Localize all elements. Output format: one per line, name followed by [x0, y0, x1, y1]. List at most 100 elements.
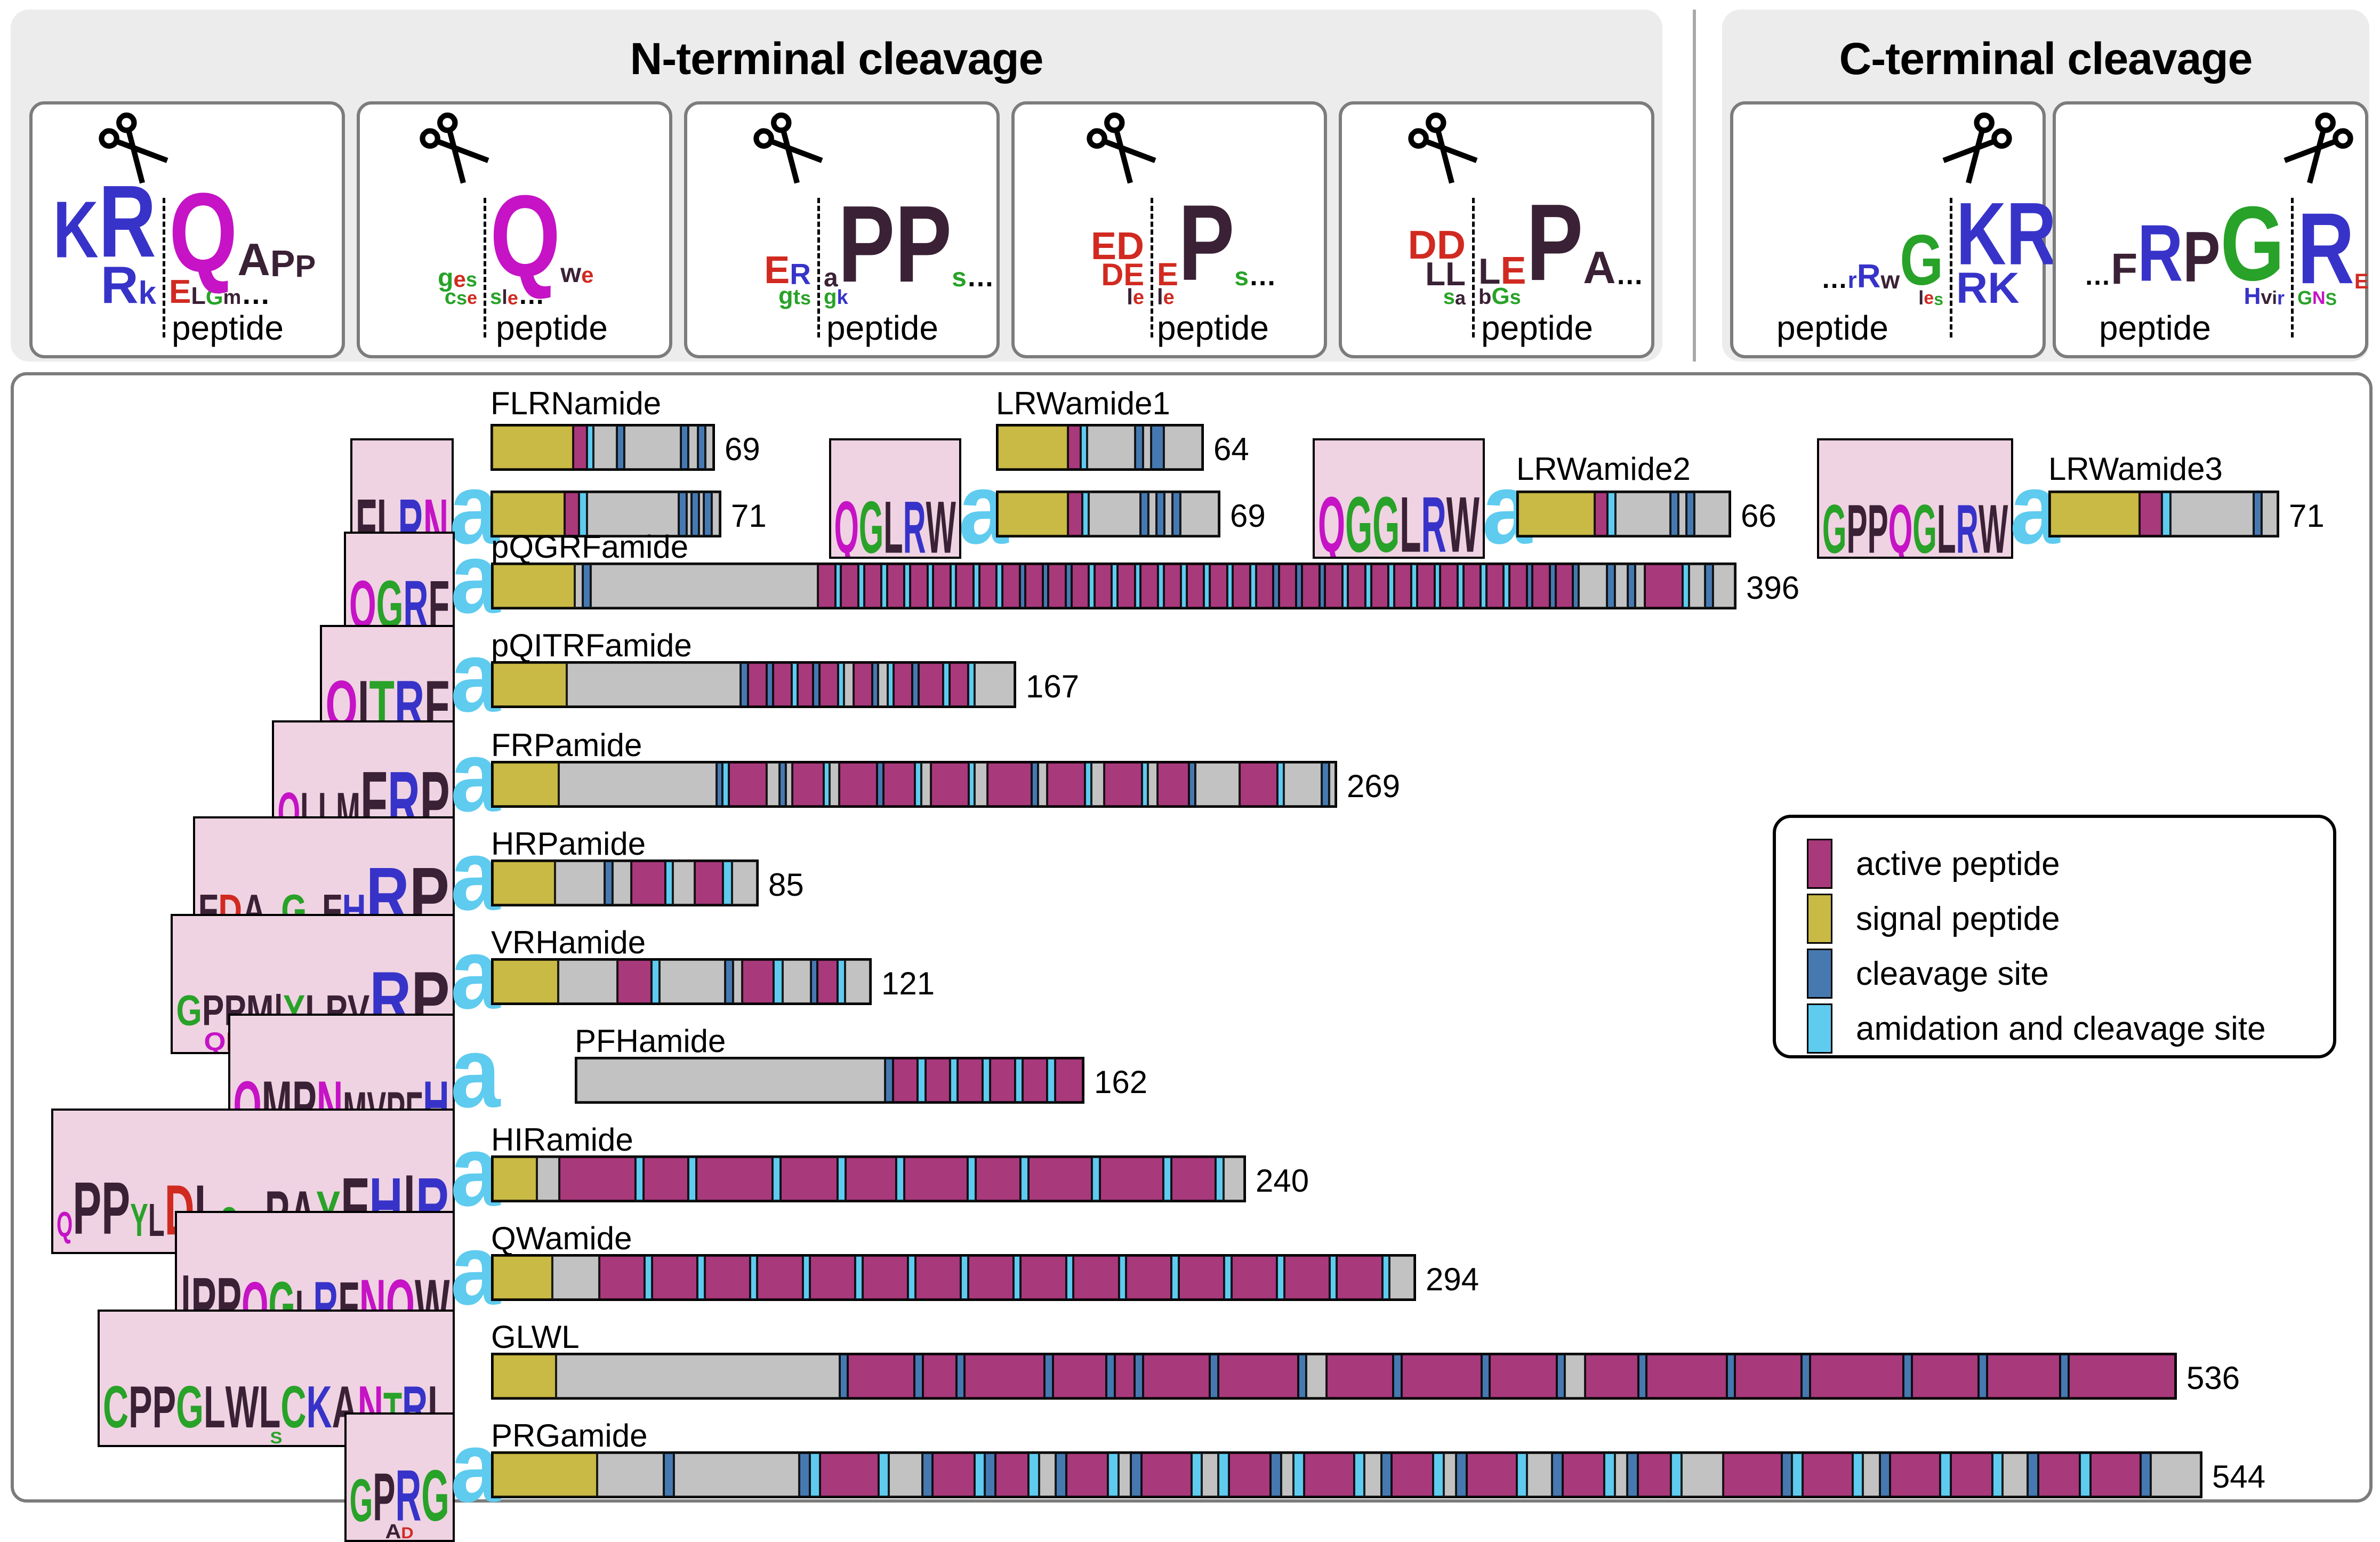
bar-segment	[1066, 1256, 1074, 1299]
bar-segment	[1216, 1157, 1224, 1201]
legend-label: amidation and cleavage site	[1856, 1010, 2266, 1047]
legend-swatch	[1807, 839, 1832, 889]
bar-segment	[1364, 1453, 1381, 1497]
bar-segment	[853, 663, 872, 706]
bar-segment	[912, 663, 919, 706]
precursor-bar	[491, 761, 1337, 808]
logo-letter-span: m	[223, 286, 242, 309]
logo-left-block: ER gts	[764, 251, 811, 308]
residue-count: 64	[1213, 431, 1249, 467]
bar-segment	[1950, 1453, 1992, 1497]
c-terminal-heading: C-terminal cleavage	[1839, 34, 2253, 84]
bar-segment	[567, 663, 741, 706]
bar-segment	[894, 663, 913, 706]
bar-segment	[1186, 564, 1204, 608]
bar-segment	[1371, 564, 1389, 608]
logo-letter-span: R	[2137, 208, 2183, 299]
legend-item: active peptide	[1807, 839, 2060, 889]
logo-letter-span: k	[837, 286, 848, 309]
bar-segment	[740, 663, 749, 706]
logo-letter-span: e	[1132, 286, 1144, 309]
bar-segment	[956, 1354, 965, 1398]
bar-segment	[565, 492, 580, 536]
bar-segment	[844, 663, 854, 706]
precursor-bar	[491, 1451, 2202, 1498]
residue-count: 240	[1256, 1163, 1309, 1199]
bar-segment	[1039, 1453, 1056, 1497]
precursor-bar	[491, 661, 1016, 708]
bar-segment	[1023, 1058, 1048, 1102]
bar-segment	[1031, 762, 1038, 806]
bar-segment	[974, 564, 979, 608]
bar-segment	[586, 492, 679, 536]
sequence-logo: QGLRW	[829, 438, 961, 559]
bar-segment	[587, 425, 593, 469]
logo-letter-span: b	[1478, 285, 1492, 309]
bar-segment	[848, 1354, 915, 1398]
bar-segment	[1114, 1354, 1135, 1398]
bar-segment	[725, 960, 733, 1003]
bar-segment	[1723, 1453, 1782, 1497]
bar-segment	[1140, 564, 1158, 608]
bar-segment	[1135, 425, 1143, 469]
logo-letter-span: PP	[838, 182, 952, 305]
bar-segment	[665, 861, 673, 905]
bar-segment	[1879, 1453, 1891, 1497]
bar-segment	[1781, 1453, 1792, 1497]
bar-segment	[686, 492, 692, 536]
logo-letter-span: DD	[1408, 222, 1466, 267]
precursor-bar	[491, 1155, 1246, 1202]
bar-segment	[492, 425, 573, 469]
bar-segment	[767, 762, 779, 806]
bar-segment	[493, 762, 559, 806]
logo-letter-span: e	[581, 262, 594, 287]
bar-segment	[1279, 564, 1297, 608]
bar-segment	[1440, 564, 1458, 608]
logo-line: sle…	[490, 282, 594, 308]
bar-segment	[750, 1256, 758, 1299]
logo-letter-span: H	[2244, 283, 2261, 309]
bar-segment	[925, 1058, 950, 1102]
n-terminal-heading: N-terminal cleavage	[630, 34, 1044, 84]
bar-segment	[1047, 1058, 1055, 1102]
bar-segment	[976, 1157, 1020, 1201]
logo-right-block: aPPs… gk	[824, 189, 994, 309]
bar-segment	[1573, 564, 1579, 608]
bar-segment	[704, 492, 712, 536]
bar-segment	[688, 425, 698, 469]
bar-segment	[1890, 1453, 1940, 1497]
bar-segment	[2003, 1453, 2028, 1497]
logo-letter-span: CPPGLWLCKAN	[103, 1375, 384, 1441]
bar-segment	[1463, 564, 1481, 608]
bar-segment	[1178, 1256, 1225, 1299]
logo-letter-span: …	[2084, 260, 2111, 291]
bar-segment	[1066, 1453, 1108, 1497]
logo-line: EPs…	[1157, 189, 1276, 297]
bar-segment	[1490, 1354, 1557, 1398]
bar-segment	[1911, 1354, 1979, 1398]
precursor-name: pQGRFamide	[491, 529, 689, 565]
bar-segment	[887, 564, 905, 608]
logo-letter-span: a	[824, 263, 838, 292]
bar-segment	[1164, 492, 1172, 536]
bar-segment	[1527, 1453, 1553, 1497]
residue-count: 294	[1426, 1262, 1480, 1297]
bar-segment	[1068, 425, 1081, 469]
cleavage-dashed-line	[1472, 198, 1475, 338]
bar-segment	[872, 663, 879, 706]
bar-segment	[1638, 1354, 1647, 1398]
bar-segment	[1163, 1157, 1171, 1201]
legend-label: cleavage site	[1856, 955, 2049, 992]
bar-segment	[968, 1157, 976, 1201]
bar-segment	[1903, 1354, 1912, 1398]
scissors-icon	[99, 112, 168, 187]
bar-segment	[1456, 1453, 1467, 1497]
bar-segment	[1112, 564, 1118, 608]
bar-segment	[830, 762, 840, 806]
bar-segment	[612, 861, 631, 905]
logo-line: RE	[2297, 198, 2369, 299]
bar-segment	[1321, 762, 1330, 806]
bar-segment	[1019, 564, 1026, 608]
bar-segment	[556, 1354, 840, 1398]
logo-letter-span: R	[790, 258, 811, 291]
